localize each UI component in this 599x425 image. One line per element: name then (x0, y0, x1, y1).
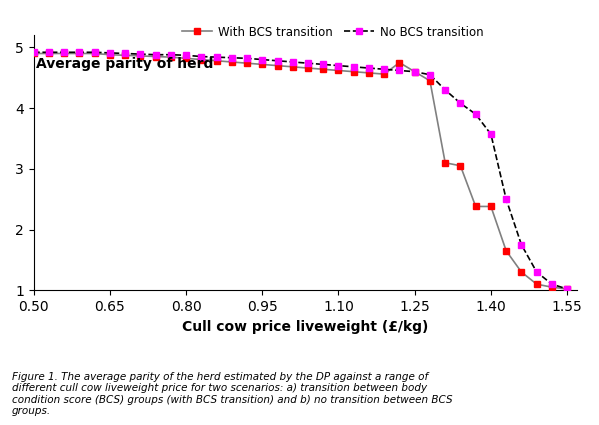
Text: Average parity of herd: Average parity of herd (36, 57, 213, 71)
X-axis label: Cull cow price liveweight (£/kg): Cull cow price liveweight (£/kg) (182, 320, 429, 334)
Text: Figure 1. The average parity of the herd estimated by the DP against a range of
: Figure 1. The average parity of the herd… (12, 372, 453, 416)
Legend: With BCS transition, No BCS transition: With BCS transition, No BCS transition (177, 21, 488, 43)
